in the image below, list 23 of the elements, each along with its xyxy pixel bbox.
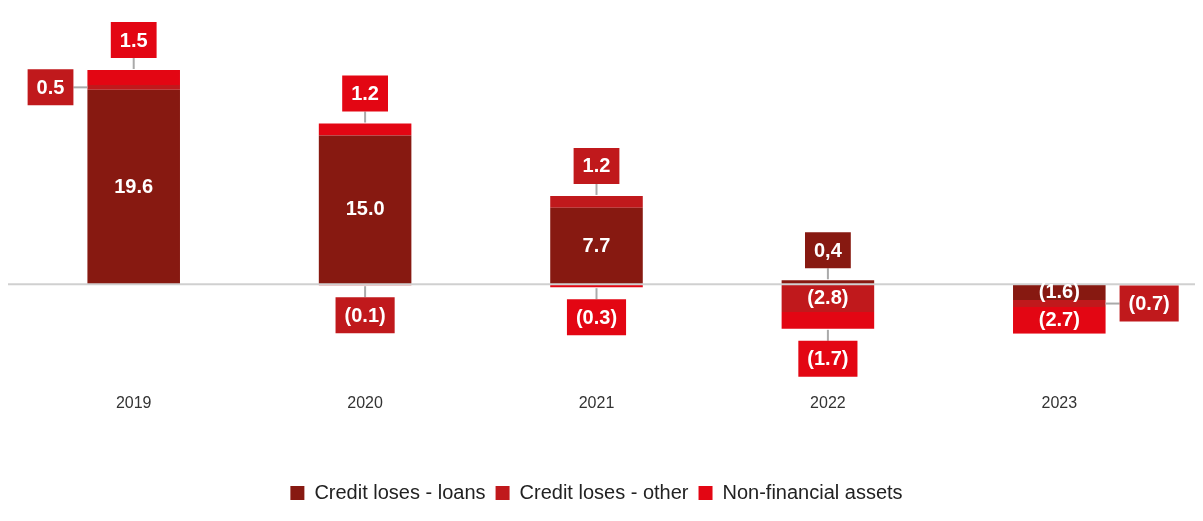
data-label: 7.7 [582, 233, 611, 256]
data-label: (1.7) [807, 347, 849, 370]
x-tick-label: 2019 [115, 393, 152, 411]
legend-label: Credit loses - loans [314, 480, 486, 503]
legend-label: Credit loses - other [519, 480, 689, 503]
data-label: 1.2 [351, 82, 380, 105]
data-label: 1.2 [582, 154, 611, 177]
data-label: (2.7) [1038, 307, 1080, 330]
data-label: 0,4 [813, 238, 843, 261]
data-label: 0.5 [36, 75, 65, 98]
data-label: (1.6) [1038, 279, 1080, 302]
data-label: (2.8) [807, 285, 849, 308]
data-label: (0.1) [344, 303, 386, 326]
x-tick-label: 2021 [578, 393, 615, 411]
data-label: 15.0 [345, 197, 385, 220]
legend-label: Non-financial assets [722, 480, 903, 503]
data-label: 19.6 [114, 174, 154, 197]
x-tick-label: 2023 [1041, 393, 1078, 411]
data-label: (0.7) [1128, 292, 1170, 315]
data-label: 1.5 [119, 28, 148, 51]
data-label: (0.3) [575, 305, 618, 328]
x-tick-label: 2022 [810, 393, 846, 411]
x-tick-label: 2020 [347, 393, 383, 411]
